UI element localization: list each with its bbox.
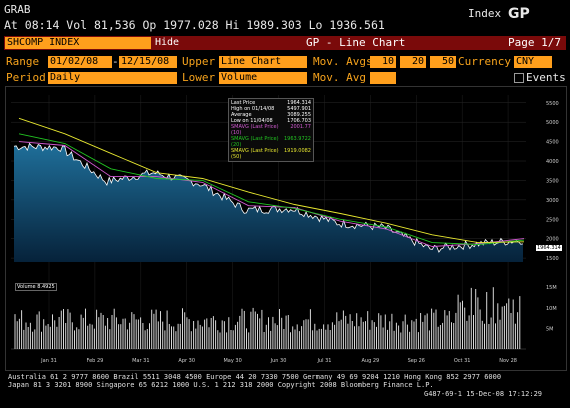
- legend-row: SMAVG (Last Price) (20) 1963.9722: [231, 136, 311, 148]
- period-label: Period: [6, 71, 46, 84]
- page-indicator[interactable]: Page 1/7: [508, 36, 561, 49]
- y-tick-label: 2500: [546, 217, 559, 223]
- legend-row-label: Low on 11/04/08: [231, 118, 273, 124]
- y-tick-label: 3000: [546, 198, 559, 204]
- legend-row: SMAVG (Last Price) (50) 1919.0082: [231, 148, 311, 160]
- lower-field[interactable]: Volume: [219, 72, 307, 84]
- legend-row: SMAVG (Last Price) (10) 2001.77: [231, 124, 311, 136]
- range-label: Range: [6, 55, 40, 68]
- function-code: GP: [508, 6, 530, 22]
- ma20-line: [18, 133, 525, 245]
- price-volume-chart: 5500 5000 4500 4000 3500 3000 2500 2000 1500 Jan …: [11, 95, 559, 364]
- chart-title: GP - Line Chart: [306, 36, 406, 49]
- upper-field[interactable]: Line Chart: [219, 56, 307, 68]
- price-line: [13, 142, 524, 253]
- x-tick-label: Feb 29: [87, 358, 104, 364]
- volume-tick-label: 10M: [546, 306, 557, 312]
- currency-label: Currency: [458, 55, 511, 68]
- range-separator: -: [112, 55, 119, 68]
- lower-label: Lower: [182, 71, 216, 84]
- mov-avg-2-field[interactable]: 20: [400, 56, 426, 68]
- x-tick-label: Mar 31: [132, 358, 149, 364]
- hide-button[interactable]: Hide: [155, 37, 180, 49]
- period-field[interactable]: Daily: [48, 72, 177, 84]
- legend-row-label: Average: [231, 112, 252, 118]
- legend-row-label: SMAVG (Last Price) (20): [231, 136, 279, 148]
- volume-legend-label: Volume: [17, 284, 36, 290]
- range-end-field[interactable]: 12/15/08: [119, 56, 177, 68]
- ticker-field[interactable]: SHCOMP INDEX: [5, 37, 151, 49]
- mov-avgs-label: Mov. Avgs: [313, 55, 373, 68]
- x-tick-label: Aug 29: [362, 358, 380, 364]
- y-tick-label: 5500: [546, 101, 559, 107]
- footer-line2: Japan 81 3 3201 8900 Singapore 65 6212 1…: [8, 381, 434, 389]
- legend-row-label: Last Price: [231, 100, 256, 106]
- events-checkbox[interactable]: [514, 73, 524, 83]
- mov-avg-3-field[interactable]: 50: [430, 56, 456, 68]
- footer-line3: G487-69-1 15-Dec-08 17:12:29: [424, 390, 543, 398]
- ma50-line: [18, 117, 525, 244]
- legend-row-label: SMAVG (Last Price) (10): [231, 124, 279, 136]
- legend-row: Last Price 1964.314: [231, 100, 311, 106]
- legend-row-value: 1963.9722: [283, 136, 311, 142]
- chart-panel: 5500 5000 4500 4000 3500 3000 2500 2000 1500 Jan …: [5, 86, 567, 371]
- ma10-line: [18, 141, 525, 247]
- legend-row-value: 2001.77: [290, 124, 311, 130]
- quote-line: At 08:14 Vol 81,536 Op 1977.028 Hi 1989.…: [4, 18, 385, 32]
- grab-label: GRAB: [4, 3, 31, 16]
- y-tick-label: 1500: [546, 256, 559, 262]
- legend-row: High on 01/14/08 5497.901: [231, 106, 311, 112]
- x-tick-label: Jan 31: [40, 358, 57, 364]
- chart-legend: Last Price 1964.314 High on 01/14/08 5497.9…: [228, 98, 314, 162]
- x-tick-label: Sep 26: [408, 358, 425, 364]
- volume-legend-value: 8.4925: [37, 284, 55, 290]
- mov-avg-1-field[interactable]: 10: [370, 56, 396, 68]
- range-start-field[interactable]: 01/02/08: [48, 56, 112, 68]
- y-tick-label: 3500: [546, 178, 559, 184]
- legend-row-value: 3089.255: [287, 112, 311, 118]
- legend-row-value: 1964.314: [287, 100, 311, 106]
- footer-line1: Australia 61 2 9777 8600 Brazil 5511 304…: [8, 373, 502, 381]
- currency-field[interactable]: CNY: [514, 56, 552, 68]
- legend-row-label: High on 01/14/08: [231, 106, 275, 112]
- legend-row-value: 1706.703: [287, 118, 311, 124]
- legend-row-value: 1919.0082: [283, 148, 311, 154]
- volume-tick-label: 15M: [546, 285, 557, 291]
- mov-avg-label: Mov. Avg: [313, 71, 366, 84]
- security-type: Index: [468, 7, 502, 20]
- events-label: Events: [526, 71, 566, 84]
- x-tick-label: Jun 30: [270, 358, 287, 364]
- x-tick-label: Jul 31: [316, 358, 331, 364]
- x-tick-label: Nov 28: [499, 358, 517, 364]
- y-tick-label: 2000: [546, 237, 559, 243]
- x-tick-label: Oct 31: [454, 358, 471, 364]
- volume-legend: Volume 8.4925: [15, 283, 57, 291]
- mov-avg-lower-field[interactable]: [370, 72, 396, 84]
- legend-rows: Last Price 1964.314 High on 01/14/08 5497.9…: [231, 100, 311, 160]
- upper-label: Upper: [182, 55, 216, 68]
- volume-tick-label: 5M: [546, 326, 554, 332]
- legend-row-value: 5497.901: [287, 106, 311, 112]
- legend-row: Average 3089.255: [231, 112, 311, 118]
- x-tick-label: May 30: [223, 358, 241, 364]
- y-tick-label: 4500: [546, 140, 559, 146]
- last-price-badge: 1964.314: [536, 245, 562, 251]
- legend-row-label: SMAVG (Last Price) (50): [231, 148, 279, 160]
- y-tick-label: 4000: [546, 159, 559, 165]
- x-tick-label: Apr 30: [178, 358, 195, 364]
- legend-row: Low on 11/04/08 1706.703: [231, 118, 311, 124]
- y-tick-label: 5000: [546, 120, 559, 126]
